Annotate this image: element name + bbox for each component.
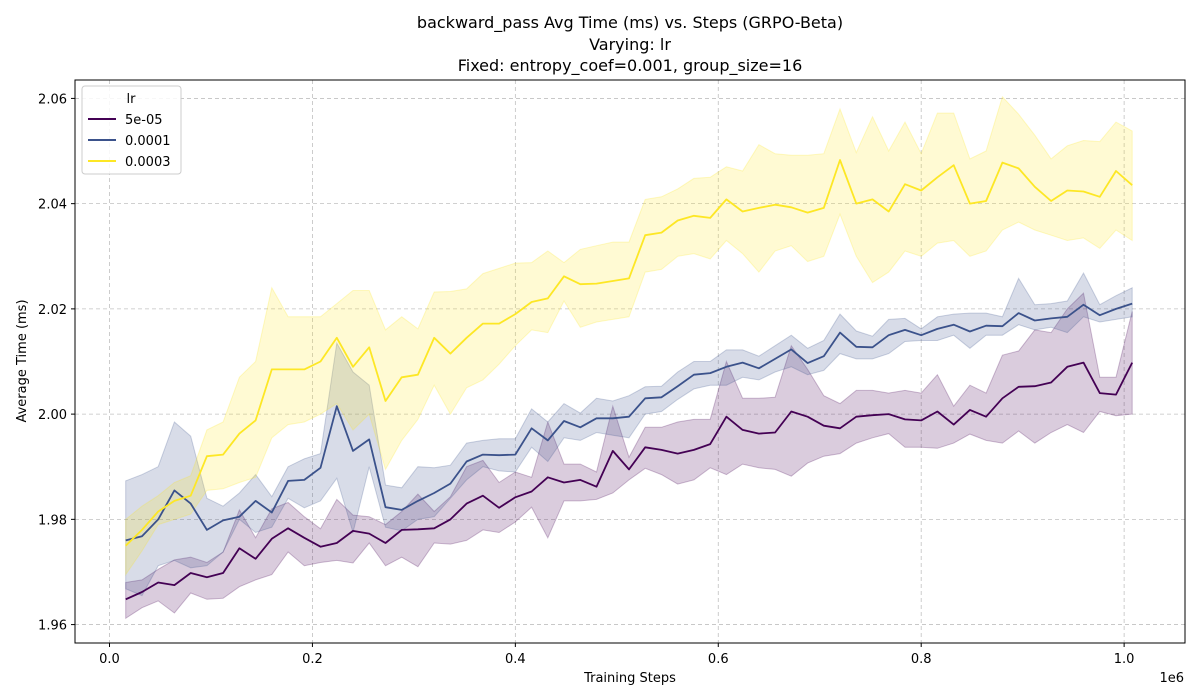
legend-label-0.0003: 0.0003 (125, 155, 171, 170)
y-tick-label: 2.00 (38, 408, 67, 423)
chart-title-line-3: Fixed: entropy_coef=0.001, group_size=16 (458, 56, 803, 76)
confidence-bands (125, 95, 1133, 620)
x-axis-ticks: 0.0 0.2 0.4 0.6 0.8 1.0 (99, 643, 1134, 667)
y-tick-label: 2.02 (38, 303, 67, 318)
legend-box (81, 85, 182, 175)
y-tick-label: 2.04 (38, 198, 67, 213)
y-tick-label: 1.98 (38, 513, 67, 528)
band-0.0003 (125, 95, 1133, 577)
series-lines (125, 159, 1134, 601)
x-axis-offset-label: 1e6 (1159, 671, 1184, 686)
x-tick-label: 0.2 (302, 652, 323, 667)
chart-title-line-2: Varying: lr (589, 35, 671, 54)
y-axis-ticks: 1.96 1.98 2.00 2.02 2.04 2.06 (38, 92, 75, 634)
band-0.0001 (125, 272, 1133, 597)
x-tick-label: 1.0 (1114, 652, 1135, 667)
x-axis-label: Training Steps (583, 671, 676, 686)
legend-label-0.0001: 0.0001 (125, 134, 171, 149)
band-5e-05 (125, 292, 1133, 620)
legend-label-5e-05: 5e-05 (125, 113, 163, 128)
legend-title: lr (127, 92, 137, 107)
x-tick-label: 0.0 (99, 652, 120, 667)
x-tick-label: 0.4 (505, 652, 526, 667)
series-line-5e-05 (125, 361, 1134, 601)
y-tick-label: 2.06 (38, 92, 67, 107)
chart-title-line-1: backward_pass Avg Time (ms) vs. Steps (G… (417, 13, 843, 33)
y-axis-label: Average Time (ms) (15, 299, 30, 422)
series-line-0.0001 (125, 302, 1133, 542)
legend: lr 5e-05 0.0001 0.0003 (81, 85, 182, 175)
plot-area-frame (74, 79, 1186, 644)
x-tick-label: 0.8 (911, 652, 932, 667)
y-tick-label: 1.96 (38, 619, 67, 634)
x-tick-label: 0.6 (708, 652, 729, 667)
grid (75, 80, 1185, 643)
series-line-0.0003 (125, 159, 1133, 547)
